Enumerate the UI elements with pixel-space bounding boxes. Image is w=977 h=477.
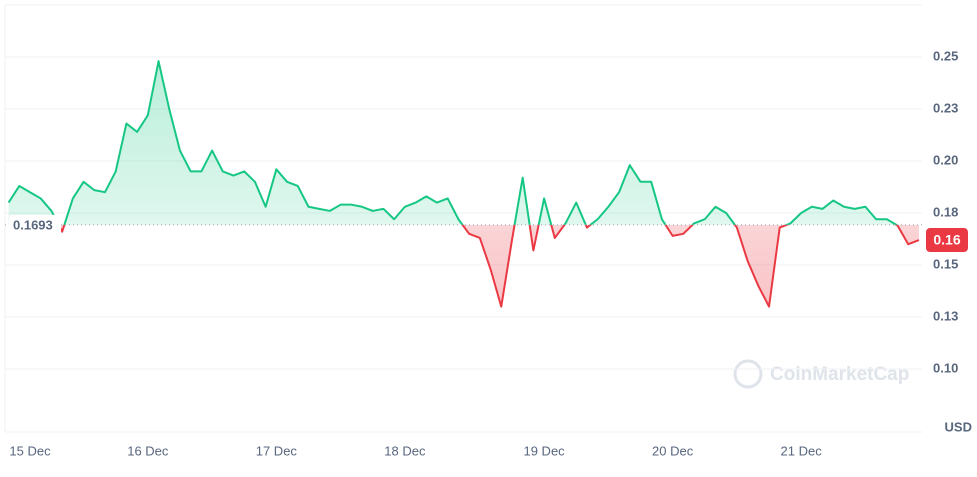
y-tick-label: 0.10 (933, 360, 958, 375)
y-tick-label: 0.15 (933, 256, 958, 271)
y-tick-label: 0.20 (933, 152, 958, 167)
area-up (8, 61, 919, 225)
x-tick-label: 16 Dec (127, 443, 169, 458)
last-value-box (926, 228, 968, 253)
watermark: CoinMarketCap (770, 364, 909, 385)
y-tick-label: 0.13 (933, 308, 958, 323)
baseline-label-bg (9, 214, 61, 235)
area-down (58, 224, 919, 307)
line-down (57, 224, 920, 308)
x-tick-label: 18 Dec (384, 443, 426, 458)
baseline-label: 0.1693 (13, 217, 53, 232)
x-tick-label: 17 Dec (256, 443, 298, 458)
y-tick-label: 0.18 (933, 204, 958, 219)
watermark-logo (733, 359, 763, 389)
unit-label: USD (945, 419, 972, 434)
y-tick-label: 0.23 (933, 100, 958, 115)
line-up (7, 60, 899, 225)
x-tick-label: 15 Dec (9, 443, 51, 458)
y-tick-label: 0.25 (933, 48, 958, 63)
x-tick-label: 21 Dec (781, 443, 823, 458)
x-tick-label: 19 Dec (523, 443, 565, 458)
x-tick-label: 20 Dec (652, 443, 694, 458)
last-value-label: 0.16 (933, 232, 960, 248)
